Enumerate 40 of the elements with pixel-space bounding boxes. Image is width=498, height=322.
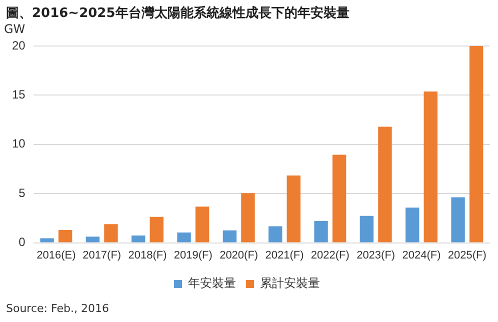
y-tick-label: 5 — [18, 186, 26, 200]
x-tick-label: 2023(F) — [356, 249, 396, 262]
bar — [104, 224, 118, 242]
bar — [132, 236, 146, 242]
bar — [58, 230, 72, 242]
bar — [268, 226, 282, 242]
y-tick-label: 20 — [12, 38, 26, 52]
bar — [40, 238, 54, 242]
bar — [222, 230, 237, 242]
y-axis-title: GW — [4, 22, 26, 36]
legend-label: 累計安裝量 — [260, 276, 320, 290]
bar — [469, 46, 484, 242]
bar — [451, 197, 465, 242]
y-tick-label: 15 — [12, 88, 26, 102]
source-note: Source: Feb., 2016 — [6, 302, 109, 315]
bar — [360, 216, 374, 242]
bar — [286, 175, 300, 242]
x-tick-label: 2025(F) — [448, 249, 486, 262]
bar — [332, 154, 346, 242]
bar — [314, 221, 328, 242]
y-tick-label: 0 — [18, 235, 26, 250]
bar — [378, 126, 392, 242]
x-tick-label: 2016(E) — [36, 249, 76, 262]
x-tick-label: 2022(F) — [310, 249, 350, 262]
x-tick-label: 2021(F) — [265, 249, 304, 262]
chart-title: 圖、2016~2025年台灣太陽能系統線性成長下的年安裝量 — [6, 4, 350, 22]
bar — [241, 193, 255, 242]
bar — [195, 206, 210, 242]
bar — [150, 216, 164, 242]
bar — [406, 208, 420, 242]
bar — [177, 232, 191, 242]
legend-label: 年安裝量 — [188, 276, 236, 290]
x-tick-label: 2020(F) — [220, 249, 258, 262]
x-tick-label: 2017(F) — [82, 249, 122, 262]
x-tick-label: 2018(F) — [128, 249, 167, 262]
bar — [424, 92, 438, 242]
y-tick-label: 10 — [12, 136, 26, 151]
x-tick-label: 2019(F) — [174, 249, 212, 262]
bar — [86, 236, 100, 242]
x-tick-label: 2024(F) — [402, 249, 441, 262]
